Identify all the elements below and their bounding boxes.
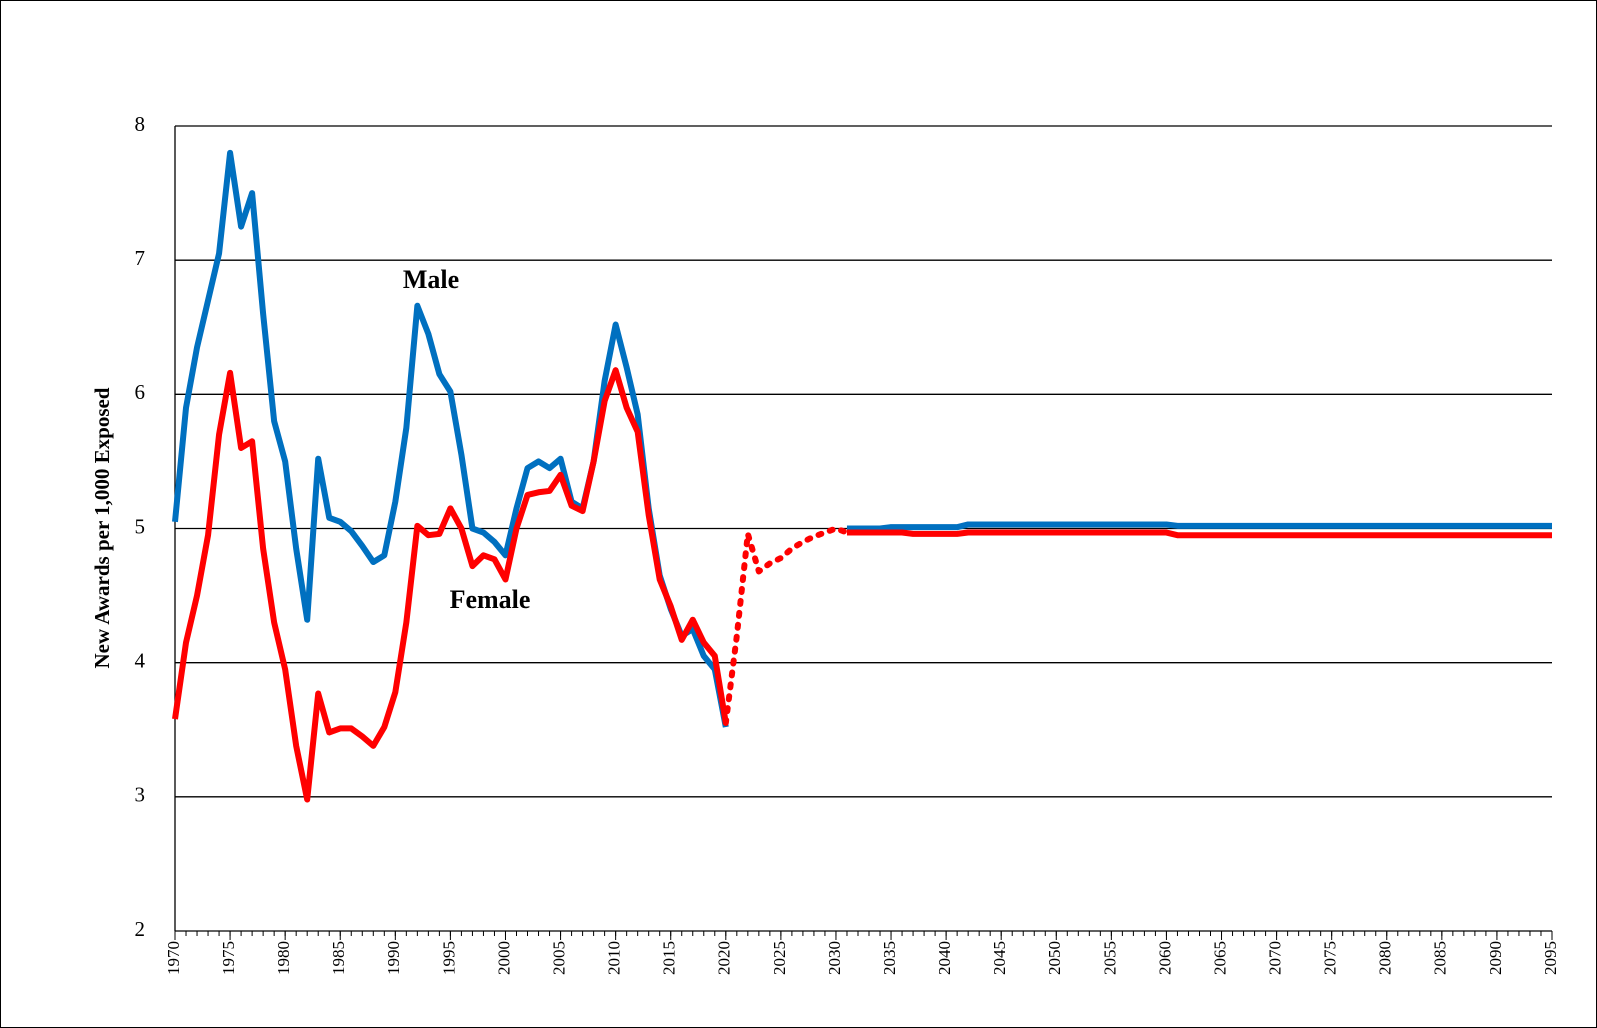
series-line [172, 149, 729, 728]
annotation: Female [450, 585, 531, 614]
x-tick-label: 1995 [439, 941, 458, 975]
x-tick-label: 2050 [1045, 941, 1064, 975]
x-tick-label: 2030 [825, 941, 844, 975]
x-tick-label: 2045 [990, 941, 1009, 975]
y-axis-title: New Awards per 1,000 Exposed [90, 387, 114, 668]
y-tick-label: 6 [135, 380, 146, 404]
x-tick-label: 2070 [1266, 941, 1285, 975]
x-tick-label: 2055 [1100, 941, 1119, 975]
x-tick-label: 2080 [1376, 941, 1395, 975]
x-tick-label: 1980 [274, 941, 293, 975]
x-tick-label: 2025 [770, 941, 789, 975]
series-line [846, 529, 1552, 539]
x-tick-label: 2040 [935, 941, 954, 975]
y-tick-label: 3 [135, 783, 146, 807]
x-tick-label: 1975 [219, 941, 238, 975]
x-tick-label: 2035 [880, 941, 899, 975]
x-tick-label: 2015 [660, 941, 679, 975]
x-tick-label: 2060 [1155, 941, 1174, 975]
x-tick-label: 1985 [329, 941, 348, 975]
x-tick-label: 2090 [1486, 941, 1505, 975]
series-line [722, 525, 850, 727]
y-tick-label: 4 [135, 648, 146, 672]
x-tick-label: 1990 [384, 941, 403, 975]
series-line [172, 367, 729, 803]
y-tick-label: 2 [135, 917, 146, 941]
annotation: Male [403, 265, 459, 294]
series-line [846, 521, 1552, 532]
x-tick-label: 2000 [494, 941, 513, 975]
x-tick-label: 2065 [1210, 941, 1229, 975]
x-tick-label: 2005 [549, 941, 568, 975]
y-tick-label: 8 [135, 112, 146, 136]
x-tick-label: 1970 [164, 941, 183, 975]
x-tick-label: 2095 [1541, 941, 1560, 975]
x-tick-label: 2010 [605, 941, 624, 975]
y-tick-label: 5 [135, 514, 146, 538]
x-tick-label: 2085 [1431, 941, 1450, 975]
x-tick-label: 2020 [715, 941, 734, 975]
x-tick-label: 2075 [1321, 941, 1340, 975]
y-tick-label: 7 [135, 246, 146, 270]
